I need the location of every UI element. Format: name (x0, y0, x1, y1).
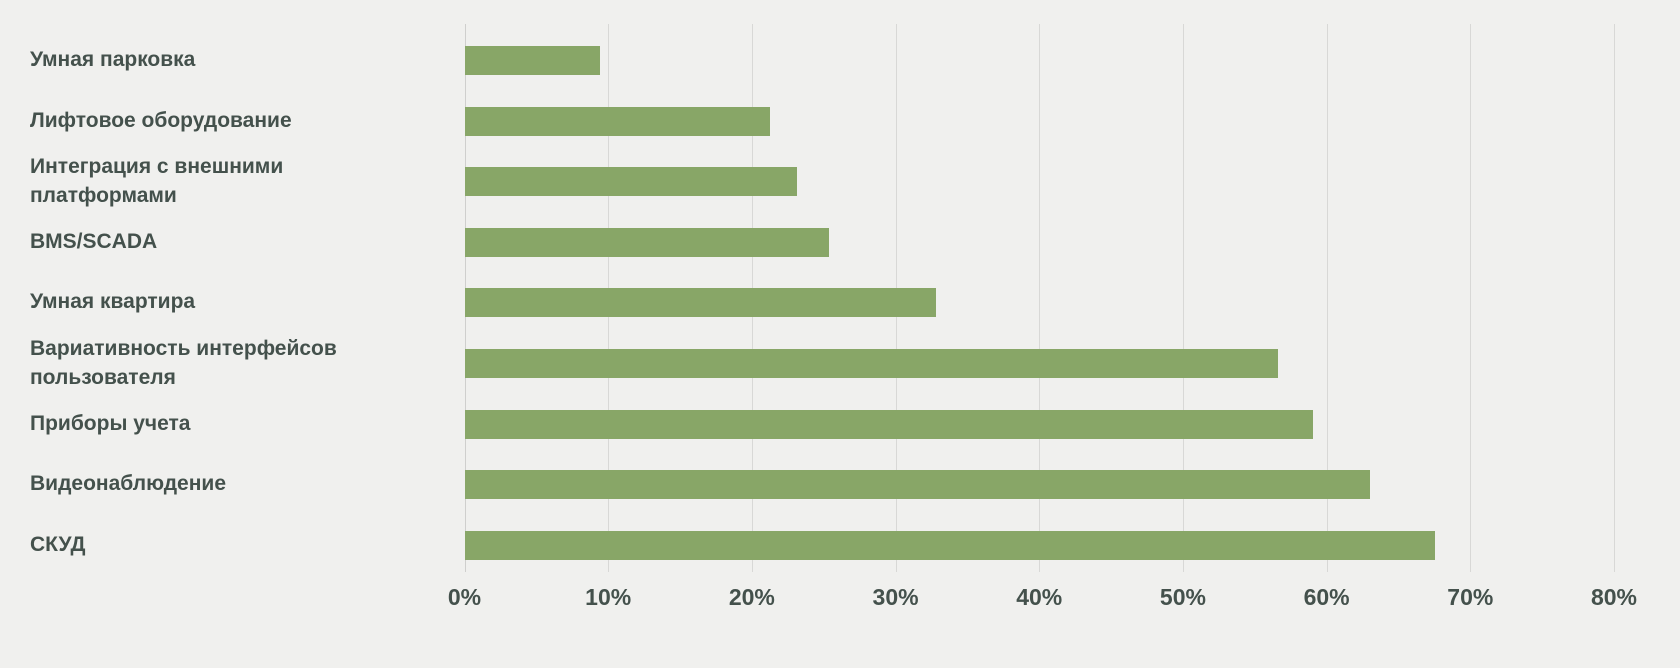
gridline (1182, 24, 1184, 572)
x-axis-tick-label: 20% (728, 584, 775, 610)
bar (465, 46, 601, 75)
category-label: BMS/SCADA (30, 229, 158, 253)
category-label: Умная парковка (30, 48, 196, 72)
bar (465, 167, 797, 197)
bar (465, 106, 770, 136)
x-axis-tick-label: 30% (872, 584, 919, 610)
x-axis-tick-label: 60% (1303, 584, 1350, 610)
category-label: Вариативность интерфейсов пользователя (30, 336, 337, 389)
bar (465, 409, 1313, 439)
category-label: Умная квартира (30, 290, 196, 314)
gridline (1326, 24, 1328, 572)
x-axis-tick-label: 10% (585, 584, 632, 610)
bar (465, 530, 1435, 560)
bar (465, 349, 1279, 378)
x-axis-tick-label: 0% (447, 584, 482, 610)
category-label: Интеграция с внешними платформами (30, 154, 284, 207)
category-label: Видеонаблюдение (30, 472, 227, 496)
x-axis-tick-label: 80% (1590, 584, 1638, 610)
category-label: Приборы учета (30, 411, 191, 435)
gridline (1039, 24, 1041, 572)
category-label: Лифтовое оборудование (30, 108, 292, 132)
x-axis-tick-label: 40% (1016, 584, 1063, 610)
x-axis-tick-label: 50% (1159, 584, 1206, 610)
gridline (1470, 24, 1472, 572)
x-axis-tick-label: 70% (1447, 584, 1494, 610)
bar (465, 288, 937, 318)
bar (465, 470, 1371, 500)
category-label: СКУД (30, 532, 86, 556)
bar (465, 227, 829, 257)
gridline (1614, 24, 1615, 572)
